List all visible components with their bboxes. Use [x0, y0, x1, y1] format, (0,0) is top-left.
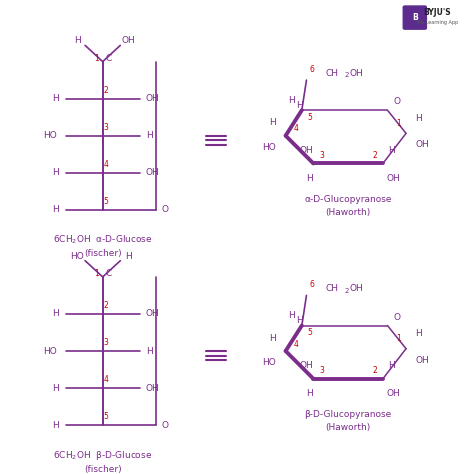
Text: 6: 6 [310, 280, 314, 289]
Text: H: H [52, 383, 59, 392]
Text: 1: 1 [94, 269, 99, 278]
Text: 4: 4 [293, 124, 298, 133]
Text: H: H [296, 101, 303, 110]
Text: The Learning App: The Learning App [416, 20, 459, 25]
Text: H: H [416, 329, 422, 338]
Text: α-D-Glucopyranose: α-D-Glucopyranose [304, 195, 392, 204]
Text: (fischer): (fischer) [84, 249, 121, 258]
Text: β-D-Glucopyranose: β-D-Glucopyranose [304, 410, 392, 419]
Text: H: H [52, 205, 59, 214]
Text: 2: 2 [345, 73, 349, 79]
FancyBboxPatch shape [403, 6, 427, 29]
Text: OH: OH [146, 168, 160, 177]
Text: OH: OH [386, 389, 400, 398]
Text: 4: 4 [103, 160, 109, 169]
Text: OH: OH [415, 140, 429, 149]
Text: 2: 2 [345, 288, 349, 294]
Text: OH: OH [146, 94, 160, 103]
Text: B: B [412, 13, 418, 22]
Text: 4: 4 [293, 339, 298, 348]
Text: 2: 2 [372, 151, 377, 160]
Text: 3: 3 [319, 151, 324, 160]
Text: HO: HO [70, 252, 84, 261]
Text: OH: OH [415, 356, 429, 365]
Text: H: H [388, 361, 394, 370]
Text: OH: OH [146, 383, 160, 392]
Text: 3: 3 [103, 338, 109, 347]
Text: H: H [269, 334, 276, 343]
Text: 2: 2 [104, 301, 109, 310]
Text: 6CH$_2$OH  β-D-Glucose: 6CH$_2$OH β-D-Glucose [53, 449, 152, 462]
Text: H: H [52, 168, 59, 177]
Text: 5: 5 [308, 328, 312, 337]
Text: C: C [105, 269, 111, 278]
Text: H: H [74, 36, 81, 45]
Text: H: H [52, 420, 59, 429]
Text: 5: 5 [103, 197, 109, 206]
Text: H: H [125, 252, 132, 261]
Text: H: H [388, 146, 394, 155]
Text: 3: 3 [319, 366, 324, 375]
Text: 6: 6 [310, 65, 314, 74]
Text: HO: HO [263, 143, 276, 152]
Text: H: H [52, 94, 59, 103]
Text: OH: OH [146, 310, 160, 319]
Text: H: H [288, 311, 295, 320]
Text: OH: OH [300, 146, 313, 155]
Text: 5: 5 [103, 412, 109, 421]
Text: H: H [296, 317, 303, 326]
Text: H: H [146, 131, 153, 140]
Text: 5: 5 [308, 113, 312, 122]
Text: H: H [146, 346, 153, 356]
Text: 1: 1 [94, 54, 99, 63]
Text: HO: HO [44, 346, 57, 356]
Text: H: H [288, 96, 295, 105]
Text: HO: HO [263, 358, 276, 367]
Text: (Haworth): (Haworth) [326, 423, 371, 432]
Text: O: O [393, 97, 400, 106]
Text: CH: CH [326, 284, 339, 293]
Text: OH: OH [121, 36, 135, 45]
Text: 4: 4 [103, 375, 109, 384]
Text: H: H [306, 174, 313, 183]
Text: 2: 2 [104, 86, 109, 95]
Text: HO: HO [44, 131, 57, 140]
Text: 2: 2 [372, 366, 377, 375]
Text: OH: OH [300, 361, 313, 370]
Text: (fischer): (fischer) [84, 465, 121, 474]
Text: OH: OH [350, 284, 364, 293]
Text: CH: CH [326, 69, 339, 78]
Text: 6CH$_2$OH  α-D-Glucose: 6CH$_2$OH α-D-Glucose [53, 234, 153, 246]
Text: H: H [52, 310, 59, 319]
Text: H: H [416, 114, 422, 123]
Text: BYJU'S: BYJU'S [423, 9, 451, 18]
Text: OH: OH [350, 69, 364, 78]
Text: H: H [306, 389, 313, 398]
Text: OH: OH [386, 174, 400, 183]
Text: O: O [162, 205, 169, 214]
Text: 1: 1 [397, 334, 401, 343]
Text: (Haworth): (Haworth) [326, 208, 371, 217]
Text: O: O [393, 313, 400, 322]
Text: C: C [105, 54, 111, 63]
Text: 3: 3 [103, 123, 109, 132]
Text: 1: 1 [397, 118, 401, 128]
Text: O: O [162, 420, 169, 429]
Text: H: H [269, 118, 276, 127]
